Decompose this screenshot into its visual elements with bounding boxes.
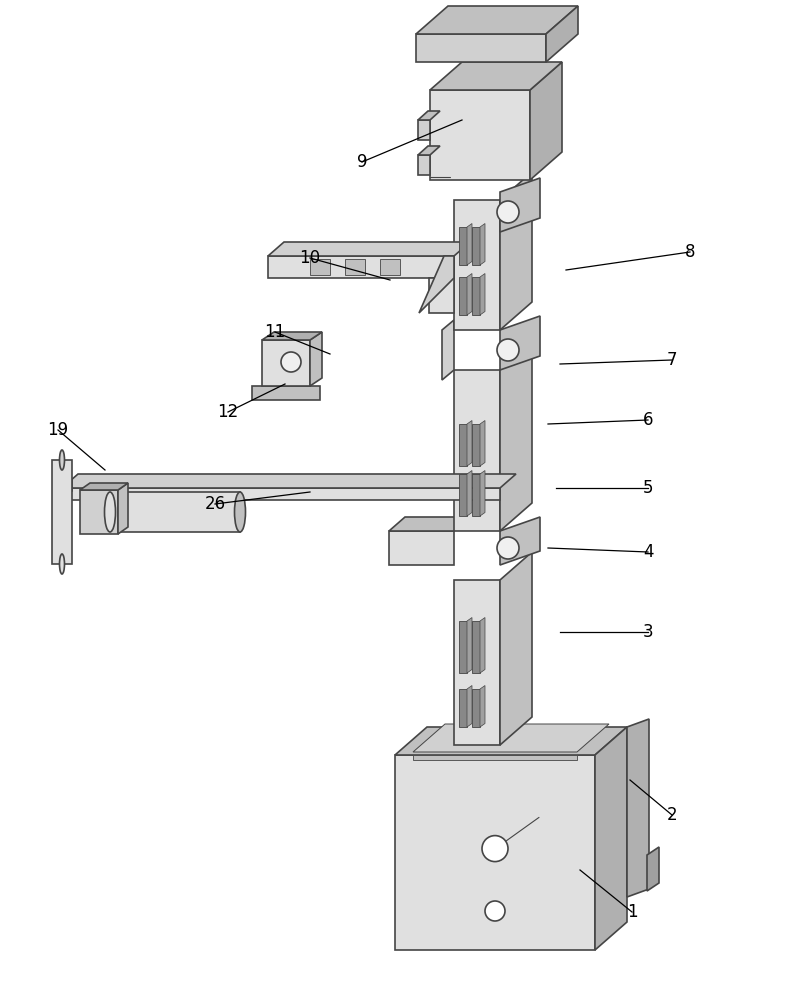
Polygon shape (472, 621, 480, 673)
Polygon shape (118, 483, 128, 534)
Polygon shape (416, 34, 546, 62)
Polygon shape (467, 420, 472, 466)
Polygon shape (595, 727, 627, 950)
Polygon shape (268, 256, 454, 278)
Ellipse shape (59, 450, 65, 470)
Polygon shape (429, 278, 454, 313)
Text: 9: 9 (356, 153, 367, 171)
Polygon shape (310, 332, 322, 386)
Polygon shape (480, 471, 485, 516)
Polygon shape (110, 492, 240, 532)
Text: 11: 11 (264, 323, 286, 341)
Text: 19: 19 (47, 421, 69, 439)
Polygon shape (467, 224, 472, 265)
Polygon shape (252, 386, 320, 400)
Text: 10: 10 (300, 249, 320, 267)
Text: 12: 12 (217, 403, 239, 421)
Polygon shape (442, 320, 454, 380)
Polygon shape (268, 242, 470, 256)
Polygon shape (262, 340, 310, 386)
Polygon shape (62, 479, 72, 500)
Polygon shape (430, 90, 530, 180)
Polygon shape (80, 490, 118, 534)
Text: 8: 8 (685, 243, 695, 261)
Polygon shape (500, 172, 532, 330)
Text: 5: 5 (642, 479, 654, 497)
Circle shape (482, 836, 508, 862)
Ellipse shape (235, 492, 245, 532)
Polygon shape (454, 200, 500, 330)
Polygon shape (454, 580, 500, 745)
Polygon shape (310, 259, 330, 275)
Polygon shape (419, 256, 454, 313)
Polygon shape (459, 277, 467, 315)
Polygon shape (467, 686, 472, 727)
Circle shape (485, 901, 505, 921)
Polygon shape (459, 424, 467, 466)
Text: 1: 1 (626, 903, 638, 921)
Polygon shape (480, 273, 485, 315)
Polygon shape (480, 224, 485, 265)
Polygon shape (413, 755, 577, 760)
Text: 4: 4 (642, 543, 654, 561)
Polygon shape (454, 370, 500, 531)
Text: 26: 26 (204, 495, 226, 513)
Polygon shape (418, 111, 440, 120)
Polygon shape (647, 847, 659, 891)
Polygon shape (472, 424, 480, 466)
Text: 2: 2 (666, 806, 678, 824)
Ellipse shape (59, 554, 65, 574)
Text: 3: 3 (642, 623, 654, 641)
Polygon shape (480, 617, 485, 673)
Polygon shape (500, 178, 540, 232)
Polygon shape (546, 6, 578, 62)
Polygon shape (395, 755, 595, 950)
Polygon shape (459, 227, 467, 265)
Circle shape (497, 537, 519, 559)
Polygon shape (418, 146, 440, 155)
Polygon shape (500, 552, 532, 745)
Polygon shape (389, 517, 470, 531)
Polygon shape (459, 621, 467, 673)
Polygon shape (380, 259, 400, 275)
Polygon shape (480, 420, 485, 466)
Polygon shape (62, 488, 500, 500)
Polygon shape (430, 62, 562, 90)
Polygon shape (395, 727, 627, 755)
Polygon shape (413, 724, 609, 752)
Circle shape (497, 201, 519, 223)
Polygon shape (416, 6, 578, 34)
Polygon shape (345, 259, 365, 275)
Polygon shape (472, 277, 480, 315)
Polygon shape (62, 474, 516, 488)
Polygon shape (80, 483, 128, 490)
Polygon shape (500, 316, 540, 370)
Polygon shape (459, 474, 467, 516)
Polygon shape (500, 342, 532, 531)
Polygon shape (480, 686, 485, 727)
Polygon shape (418, 155, 430, 175)
Polygon shape (262, 332, 322, 340)
Polygon shape (472, 474, 480, 516)
Polygon shape (467, 273, 472, 315)
Polygon shape (472, 689, 480, 727)
Polygon shape (459, 689, 467, 727)
Polygon shape (52, 460, 72, 564)
Polygon shape (500, 517, 540, 565)
Polygon shape (472, 227, 480, 265)
Polygon shape (627, 719, 649, 897)
Polygon shape (530, 62, 562, 180)
Polygon shape (467, 617, 472, 673)
Circle shape (281, 352, 301, 372)
Polygon shape (389, 531, 454, 565)
Text: 7: 7 (666, 351, 678, 369)
Polygon shape (418, 120, 430, 140)
Polygon shape (467, 471, 472, 516)
Text: 6: 6 (642, 411, 654, 429)
Circle shape (497, 339, 519, 361)
Ellipse shape (104, 492, 115, 532)
